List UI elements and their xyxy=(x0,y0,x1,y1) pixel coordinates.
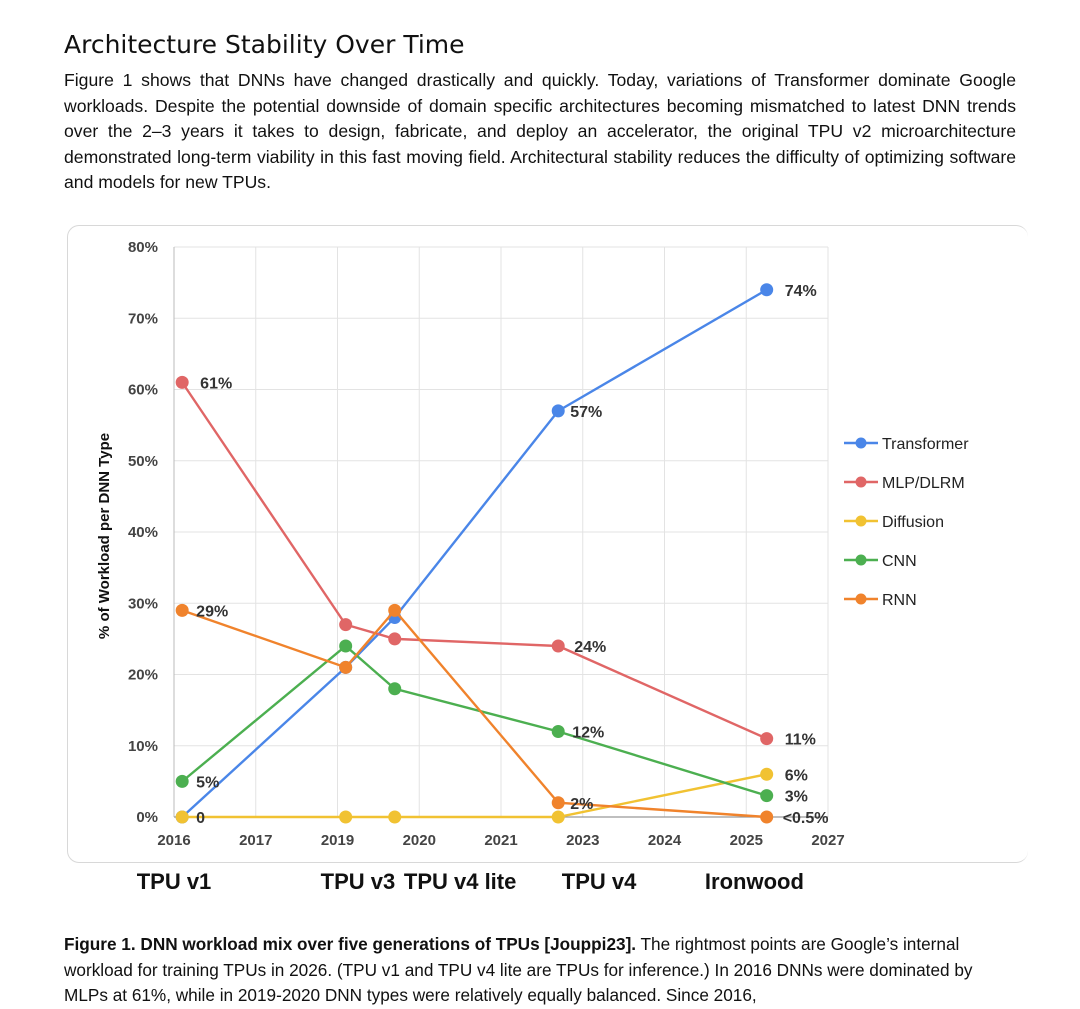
data-point xyxy=(551,404,565,418)
data-point xyxy=(388,632,402,646)
y-tick-label: 10% xyxy=(128,738,158,755)
data-point xyxy=(175,375,189,389)
tpu-generation-label: Ironwood xyxy=(705,869,804,894)
data-label: 2% xyxy=(570,796,593,813)
data-point xyxy=(175,774,189,788)
data-label: 29% xyxy=(196,603,228,620)
data-point xyxy=(339,639,353,653)
data-point xyxy=(339,660,353,674)
data-label: 11% xyxy=(785,732,816,749)
data-label: 6% xyxy=(785,767,808,784)
data-label: 3% xyxy=(785,789,808,806)
tpu-generation-label: TPU v3 xyxy=(321,869,396,894)
data-point xyxy=(760,789,774,803)
series-line xyxy=(181,644,768,797)
y-tick-label: 0% xyxy=(136,809,158,826)
chart-frame xyxy=(67,225,1028,863)
data-label: 57% xyxy=(570,404,602,421)
data-point xyxy=(175,603,189,617)
section-heading: Architecture Stability Over Time xyxy=(64,30,465,59)
figure-caption: Figure 1. DNN workload mix over five gen… xyxy=(64,932,1016,1009)
data-label: 74% xyxy=(785,283,817,300)
data-label: 12% xyxy=(572,725,604,742)
data-point xyxy=(388,682,402,696)
data-label: 5% xyxy=(196,774,219,791)
x-tick-label: 2019 xyxy=(321,832,354,849)
data-label: <0.5% xyxy=(783,810,829,827)
data-label: 0 xyxy=(196,810,205,827)
legend-entry: RNN xyxy=(882,592,917,609)
y-axis-title: % of Workload per DNN Type xyxy=(96,433,113,639)
y-tick-label: 40% xyxy=(128,524,158,541)
x-tick-label: 2023 xyxy=(566,832,599,849)
data-label: 61% xyxy=(200,375,232,392)
data-point xyxy=(388,810,402,824)
legend-swatch-dot xyxy=(855,515,867,527)
data-point xyxy=(760,283,774,297)
legend-swatch-dot xyxy=(855,554,867,566)
data-point xyxy=(760,810,774,824)
data-point xyxy=(339,810,353,824)
y-tick-label: 20% xyxy=(128,667,158,684)
tpu-generation-label: TPU v4 xyxy=(562,869,637,894)
legend-entry: Diffusion xyxy=(882,514,944,531)
data-point xyxy=(551,796,565,810)
y-tick-label: 70% xyxy=(128,310,158,327)
intro-paragraph: Figure 1 shows that DNNs have changed dr… xyxy=(64,70,1016,193)
x-tick-label: 2020 xyxy=(403,832,436,849)
data-point xyxy=(175,810,189,824)
legend-entry: CNN xyxy=(882,553,917,570)
x-tick-label: 2016 xyxy=(157,832,190,849)
x-tick-label: 2027 xyxy=(811,832,844,849)
data-point xyxy=(388,603,402,617)
tpu-generation-label: TPU v1 xyxy=(137,869,212,894)
y-tick-label: 30% xyxy=(128,595,158,612)
x-tick-label: 2021 xyxy=(484,832,517,849)
data-point xyxy=(551,725,565,738)
x-tick-label: 2025 xyxy=(730,832,763,849)
legend-swatch-dot xyxy=(855,476,867,488)
legend-entry: MLP/DLRM xyxy=(882,475,965,492)
caption-title: Figure 1. DNN workload mix over five gen… xyxy=(64,934,637,954)
y-tick-label: 50% xyxy=(128,453,158,470)
legend-swatch-dot xyxy=(855,437,867,449)
legend-entry: Transformer xyxy=(882,436,969,453)
y-tick-label: 80% xyxy=(128,239,158,256)
data-point xyxy=(760,767,774,781)
tpu-generation-label: TPU v4 lite xyxy=(404,869,516,894)
x-tick-label: 2017 xyxy=(239,832,272,849)
x-tick-label: 2024 xyxy=(648,832,682,849)
data-point xyxy=(551,810,565,824)
series-line xyxy=(181,288,768,818)
caption-text: The rightmost points are Google’s intern… xyxy=(64,934,973,1005)
y-tick-label: 60% xyxy=(128,382,158,399)
data-point xyxy=(760,732,774,746)
series-line xyxy=(181,381,768,740)
data-label: 24% xyxy=(574,639,606,656)
data-point xyxy=(551,639,565,653)
legend-swatch-dot xyxy=(855,593,867,605)
data-point xyxy=(339,618,353,632)
